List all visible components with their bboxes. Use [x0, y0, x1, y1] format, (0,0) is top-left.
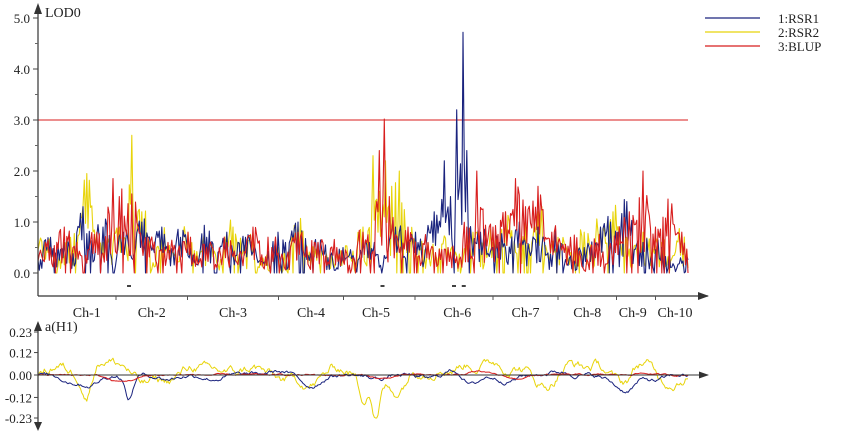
- chromosome-label: Ch-5: [362, 306, 390, 321]
- y-tick-label: 2.0: [14, 164, 30, 179]
- y-axis-arrow: [34, 3, 42, 14]
- bottom-panel-axes: [34, 321, 709, 431]
- bottom-y-axis-arrow-up: [34, 321, 42, 331]
- chromosome-label: Ch-10: [658, 306, 693, 321]
- chromosome-labels: Ch-1 Ch-2 Ch-3 Ch-4 Ch-5 Ch-6 Ch-7 Ch-8 Ch-9 Ch-1…: [73, 306, 693, 321]
- legend-label: 1:RSR1: [778, 11, 819, 26]
- bottom-y-tick-label: 0.12: [9, 346, 32, 361]
- y-tick-label: 5.0: [14, 11, 30, 26]
- top-panel-y-ticks: 0.0 1.0 2.0 3.0 4.0 5.0: [14, 11, 38, 281]
- bottom-series-line-2: [37, 357, 689, 419]
- series-line-3: [37, 118, 689, 274]
- bottom-x-axis-arrow: [699, 371, 709, 379]
- top-panel-series: [37, 31, 689, 274]
- chromosome-label: Ch-6: [443, 306, 471, 321]
- y-tick-label: 0.0: [14, 266, 30, 281]
- legend-label: 3:BLUP: [778, 39, 821, 54]
- bottom-y-tick-label: -0.23: [5, 411, 32, 426]
- top-y-axis-label: LOD0: [45, 6, 81, 21]
- chromosome-label: Ch-2: [138, 306, 166, 321]
- bottom-series-line-1: [37, 369, 689, 401]
- y-tick-label: 3.0: [14, 113, 30, 128]
- bottom-panel-y-ticks: 0.23 0.12 0.00 -0.12 -0.23: [5, 325, 38, 426]
- chromosome-label: Ch-8: [573, 306, 601, 321]
- bottom-y-tick-label: 0.00: [9, 368, 32, 383]
- bottom-y-axis-arrow-down: [34, 422, 42, 431]
- chromosome-label: Ch-1: [73, 306, 101, 321]
- chromosome-label: Ch-7: [512, 306, 540, 321]
- bottom-panel-series: [37, 357, 689, 419]
- bottom-y-tick-label: -0.12: [5, 390, 32, 405]
- chromosome-label: Ch-3: [219, 306, 247, 321]
- x-axis-arrow: [698, 292, 709, 300]
- y-tick-label: 1.0: [14, 215, 30, 230]
- chromosome-label: Ch-9: [619, 306, 647, 321]
- top-panel-axes: [34, 3, 709, 300]
- chromosome-label: Ch-4: [297, 306, 325, 321]
- bottom-y-tick-label: 0.23: [9, 325, 32, 340]
- bottom-y-axis-label: a(H1): [45, 320, 78, 335]
- y-tick-label: 4.0: [14, 62, 30, 77]
- legend-label: 2:RSR2: [778, 25, 819, 40]
